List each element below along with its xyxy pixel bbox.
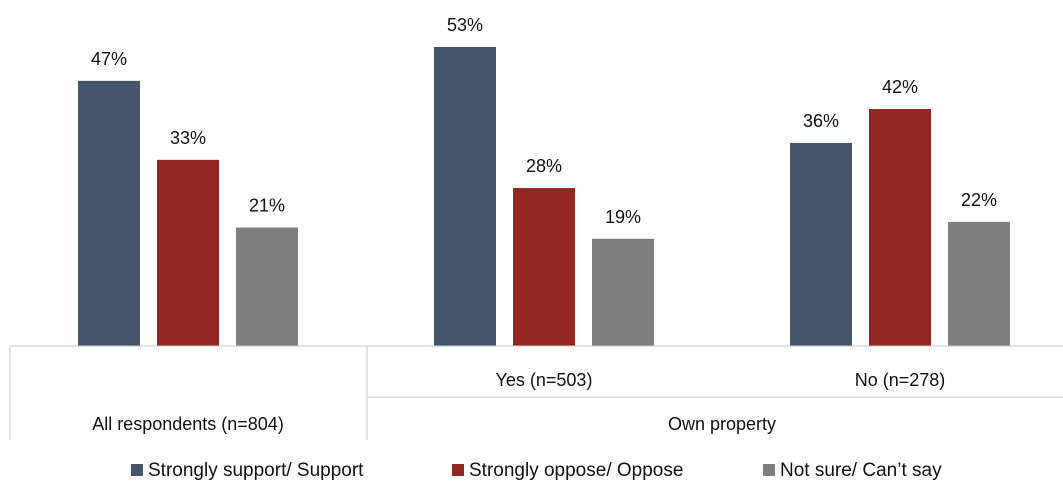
data-label-strongly-oppose-oppose-yes-n-503: 28% — [526, 156, 562, 176]
legend-swatch-support — [131, 464, 143, 476]
tick-label-no: No (n=278) — [855, 370, 946, 390]
data-label-not-sure-can-t-say-all-respondents-n-804: 21% — [249, 196, 285, 216]
legend-swatch-not-sure — [763, 464, 775, 476]
data-label-strongly-support-support-no-n-278: 36% — [803, 111, 839, 131]
bar-strongly-oppose-oppose-yes-n-503 — [513, 188, 575, 346]
data-label-strongly-oppose-oppose-no-n-278: 42% — [882, 77, 918, 97]
bar-strongly-support-support-all-respondents-n-804 — [78, 80, 140, 346]
data-label-not-sure-can-t-say-no-n-278: 22% — [961, 190, 997, 210]
group-label-own-property: Own property — [668, 414, 776, 434]
tick-label-yes: Yes (n=503) — [496, 370, 593, 390]
category-axis: Yes (n=503) No (n=278) All respondents (… — [9, 345, 1063, 440]
legend: Strongly support/ Support Strongly oppos… — [131, 460, 942, 481]
legend-swatch-oppose — [452, 464, 464, 476]
data-label-strongly-oppose-oppose-all-respondents-n-804: 33% — [170, 128, 206, 148]
group-label-all-respondents: All respondents (n=804) — [92, 414, 284, 434]
bar-not-sure-can-t-say-no-n-278 — [948, 221, 1010, 346]
data-label-strongly-support-support-yes-n-503: 53% — [447, 15, 483, 35]
bar-strongly-oppose-oppose-all-respondents-n-804 — [157, 159, 219, 346]
legend-label-support: Strongly support/ Support — [148, 460, 364, 481]
bars-layer: 47% 33% 21% 53% 28% 19% 36% 42% 22% — [78, 15, 1010, 346]
data-label-strongly-support-support-all-respondents-n-804: 47% — [91, 49, 127, 69]
bar-not-sure-can-t-say-all-respondents-n-804 — [236, 227, 298, 346]
legend-label-not-sure: Not sure/ Can’t say — [780, 460, 942, 481]
bar-strongly-support-support-no-n-278 — [790, 142, 852, 346]
bar-not-sure-can-t-say-yes-n-503 — [592, 238, 654, 346]
bar-strongly-oppose-oppose-no-n-278 — [869, 109, 931, 346]
legend-label-oppose: Strongly oppose/ Oppose — [469, 460, 683, 481]
bar-strongly-support-support-yes-n-503 — [434, 47, 496, 346]
data-label-not-sure-can-t-say-yes-n-503: 19% — [605, 207, 641, 227]
